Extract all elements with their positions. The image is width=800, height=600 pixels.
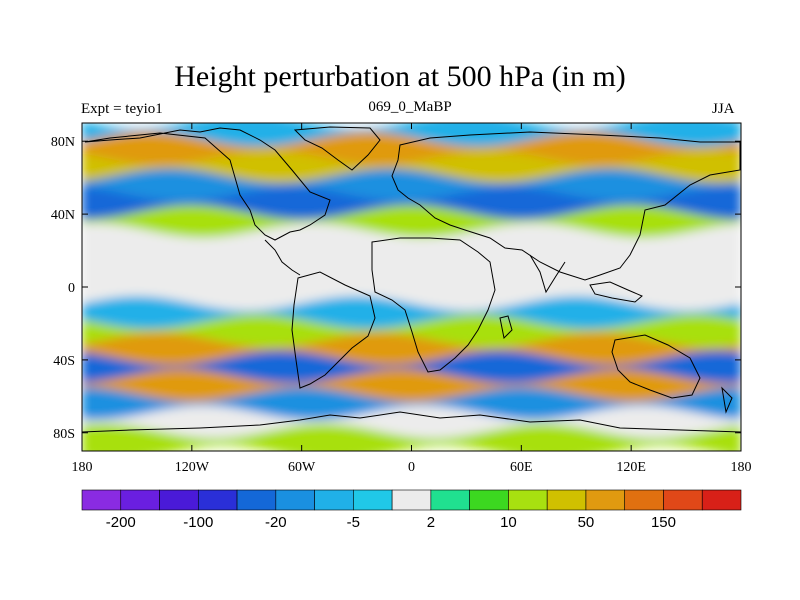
coastline-africa: [371, 237, 496, 373]
colorbar-label: 150: [651, 514, 676, 531]
x-tick-label: 0: [408, 460, 415, 475]
colorbar-box: [391, 489, 432, 511]
coastline-india: [529, 254, 566, 294]
coastline-antarctica: [82, 411, 741, 433]
field-band: [82, 405, 741, 442]
coastline-central-america: [264, 239, 301, 276]
field-band: [82, 123, 741, 151]
y-tick-label: 40S: [53, 354, 75, 369]
colorbar-label: -20: [265, 514, 287, 531]
colorbar-box: [159, 489, 199, 511]
coastline-north-america: [84, 127, 331, 241]
x-tick-label: 60E: [510, 460, 533, 475]
colorbar-box: [81, 489, 122, 511]
y-tick-label: 40N: [51, 208, 75, 223]
colorbar-box: [701, 489, 742, 511]
colorbar-box: [663, 489, 703, 511]
x-tick-label: 60W: [288, 460, 316, 475]
colorbar-box: [120, 489, 160, 511]
colorbar-box: [430, 489, 470, 511]
field-band: [82, 350, 741, 388]
field-band: [82, 387, 741, 424]
colorbar-box: [353, 489, 393, 511]
colorbar-label: 50: [578, 514, 595, 531]
colorbar-label: -5: [347, 514, 360, 531]
colorbar-box: [469, 489, 509, 511]
field-band: [82, 223, 741, 260]
colorbar-box: [314, 489, 354, 511]
coastline-australia: [611, 334, 701, 399]
coastline-greenland: [293, 126, 381, 171]
season-label: JJA: [712, 101, 735, 117]
coastline-eurasia: [391, 131, 741, 281]
field-band: [82, 259, 741, 297]
experiment-label: Expt = teyio1: [81, 101, 163, 117]
y-tick-label: 0: [68, 281, 75, 296]
x-tick-label: 180: [72, 460, 93, 475]
colorbar-label: 2: [427, 514, 435, 531]
x-tick-label: 120W: [175, 460, 210, 475]
coastline-new-zealand: [721, 386, 733, 414]
x-tick-label: 180: [731, 460, 752, 475]
colorbar-box: [546, 489, 587, 511]
field-band: [82, 423, 741, 451]
colorbar-label: -200: [106, 514, 136, 531]
coastlines: [82, 126, 741, 433]
field-band: [82, 277, 741, 315]
field-band: [82, 241, 741, 278]
colorbar-label: -100: [183, 514, 213, 531]
y-tick-label: 80S: [53, 427, 75, 442]
field-bands: [82, 123, 741, 451]
coastline-maritime: [589, 281, 643, 303]
field-band: [82, 332, 741, 369]
coastline-madagascar: [499, 315, 513, 340]
axis-ticks: 180 120W 60W 0 60E 120E 180 80N 40N 0 40S 80S: [51, 123, 752, 475]
colorbar-box: [508, 489, 548, 511]
coastline-south-america: [291, 271, 376, 389]
colorbar-label: 10: [500, 514, 517, 531]
period-label: 069_0_MaBP: [368, 99, 452, 115]
x-tick-label: 120E: [616, 460, 646, 475]
field-band: [82, 132, 741, 169]
colorbar: -200 -100 -20 -5 2 10 50 150: [81, 489, 742, 531]
colorbar-box: [236, 489, 277, 511]
y-tick-label: 80N: [51, 135, 75, 150]
colorbar-box: [585, 489, 626, 511]
colorbar-box: [197, 489, 238, 511]
colorbar-box: [624, 489, 664, 511]
map-field: [82, 123, 741, 451]
field-band: [82, 314, 741, 351]
field-band: [82, 150, 741, 187]
field-band: [82, 168, 741, 205]
colorbar-box: [275, 489, 315, 511]
field-band: [82, 205, 741, 242]
field-band: [82, 296, 741, 333]
chart-title: Height perturbation at 500 hPa (in m): [174, 60, 626, 93]
